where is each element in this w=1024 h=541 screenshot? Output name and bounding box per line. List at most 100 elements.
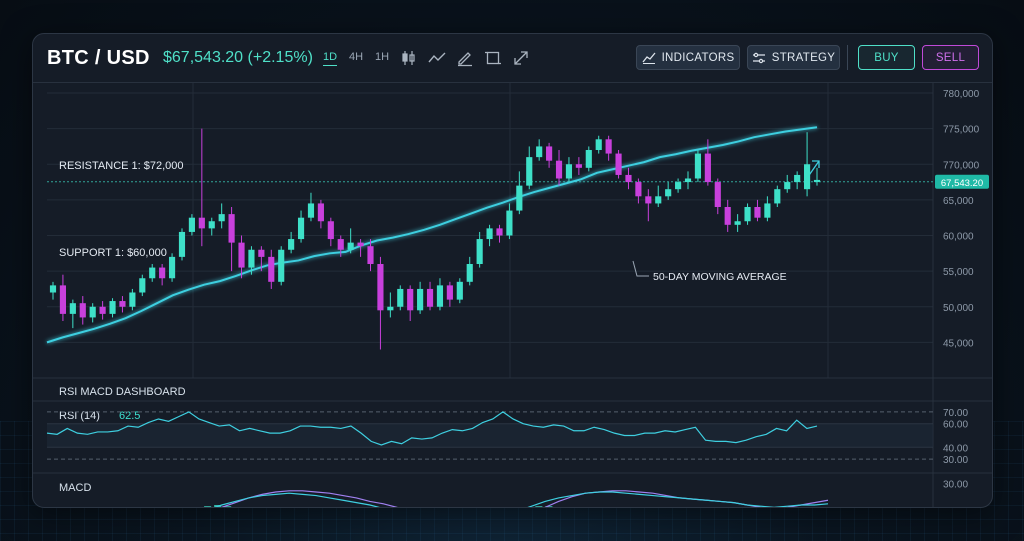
candle-body [49, 285, 57, 293]
candle-body [178, 231, 186, 257]
sell-button[interactable]: SELL [922, 45, 979, 70]
y-tick-label: 775,000 [943, 125, 980, 136]
candle-body [149, 267, 156, 279]
price-readout: $67,543.20 (+2.15%) [163, 49, 313, 66]
resistance-label: RESISTANCE 1: $72,000 [59, 160, 184, 172]
candle-body [764, 203, 771, 218]
candle-body [317, 203, 324, 222]
chart-trend-icon [642, 52, 656, 64]
candle-body [615, 153, 622, 175]
y-tick-label: 60,000 [943, 232, 974, 243]
candle-body [546, 146, 553, 161]
candle-body [486, 228, 493, 240]
candle-body [585, 150, 592, 168]
candle-body [297, 217, 305, 240]
strategy-button[interactable]: STRATEGY [747, 45, 840, 70]
trading-panel: BTC / USD $67,543.20 (+2.15%) 1D 4H 1H I… [32, 33, 993, 508]
expand-icon[interactable] [512, 49, 530, 67]
candle-body [258, 249, 265, 257]
candle-body [506, 210, 513, 236]
candle-body [208, 221, 215, 229]
macd-histogram-bar [224, 506, 232, 507]
buy-button[interactable]: BUY [858, 45, 915, 70]
candle-body [774, 189, 781, 204]
rsi-band [47, 423, 933, 448]
candle-body [99, 306, 106, 314]
macd-histogram-bar [535, 506, 543, 507]
candle-body [694, 153, 702, 179]
candle-body [288, 239, 295, 250]
candle-body [665, 189, 672, 197]
macd-histogram-bar [204, 506, 212, 507]
candle-body [714, 182, 721, 207]
indicators-button[interactable]: INDICATORS [636, 45, 740, 70]
macd-histogram-bar [244, 507, 251, 508]
rsi-tick-label: 70.00 [943, 408, 968, 419]
strategy-label: STRATEGY [771, 51, 836, 64]
chart-area[interactable]: 67,543.20 780,000 775,000 770,000 65,000 60,… [33, 83, 992, 508]
timeframe-4h[interactable]: 4H [349, 51, 364, 63]
candle-body [804, 164, 811, 190]
candle-body [139, 278, 146, 293]
rsi-tick-label: 60.00 [943, 420, 968, 431]
candle-body [476, 239, 483, 264]
candle-body [337, 239, 344, 250]
price-chart-svg: 67,543.20 780,000 775,000 770,000 65,000 60,… [33, 83, 992, 508]
candlestick-icon[interactable] [400, 49, 418, 67]
candle-body [397, 288, 404, 307]
candle-body [248, 249, 255, 268]
candle-body [407, 288, 414, 311]
pencil-icon[interactable] [456, 49, 474, 67]
macd-histogram-bar [525, 507, 532, 508]
y-tick-label: 45,000 [943, 338, 974, 349]
timeframe-1h[interactable]: 1H [375, 51, 390, 63]
indicators-label: INDICATORS [661, 51, 735, 64]
candle-body [387, 306, 394, 311]
y-tick-label: 55,000 [943, 267, 974, 278]
candle-body [744, 207, 751, 222]
macd-histogram-bar [555, 507, 562, 508]
candle-body [357, 242, 364, 247]
ma-label-pointer [632, 260, 649, 277]
candle-body [595, 139, 602, 150]
candle-body [377, 264, 384, 311]
candle-body [734, 221, 741, 225]
candle-body [367, 246, 374, 264]
candle-body [655, 196, 662, 204]
rsi-tick-label: 30.00 [943, 455, 968, 466]
candle-body [417, 288, 424, 311]
candle-body [625, 174, 632, 183]
rsi-line [46, 411, 818, 446]
candle-body [684, 178, 692, 183]
y-tick-label: 770,000 [943, 160, 980, 171]
pair-title: BTC / USD [47, 47, 150, 69]
candle-body [794, 174, 801, 183]
candle-body [526, 157, 533, 186]
candle-body [278, 249, 285, 282]
last-price-tag [935, 174, 989, 189]
candle-body [784, 182, 791, 190]
candle-body [426, 288, 434, 307]
candle-body [724, 207, 731, 225]
timeframe-1d[interactable]: 1D [323, 51, 338, 66]
macd-line [220, 490, 829, 507]
candle-body [347, 242, 354, 250]
ma-label: 50-DAY MOVING AVERAGE [653, 271, 787, 283]
crop-icon[interactable] [484, 49, 502, 67]
candle-body [159, 267, 166, 279]
top-toolbar: BTC / USD $67,543.20 (+2.15%) 1D 4H 1H I… [33, 34, 992, 83]
candle-body [228, 214, 235, 243]
candle-body [119, 301, 126, 307]
y-tick-label: 50,000 [943, 303, 974, 314]
line-draw-icon[interactable] [428, 49, 446, 67]
rsi-tick-label: 40.00 [943, 443, 968, 454]
candle-body [446, 285, 453, 300]
candle-body [466, 264, 473, 282]
y-tick-label: 65,000 [943, 196, 974, 207]
axis-layer: 780,000 775,000 770,000 65,000 60,000 55,000 5… [943, 89, 980, 349]
trend-arrow-head [812, 160, 820, 168]
candle-body [754, 207, 761, 218]
candle-body [536, 146, 543, 158]
support-label: SUPPORT 1: $60,000 [59, 247, 167, 259]
